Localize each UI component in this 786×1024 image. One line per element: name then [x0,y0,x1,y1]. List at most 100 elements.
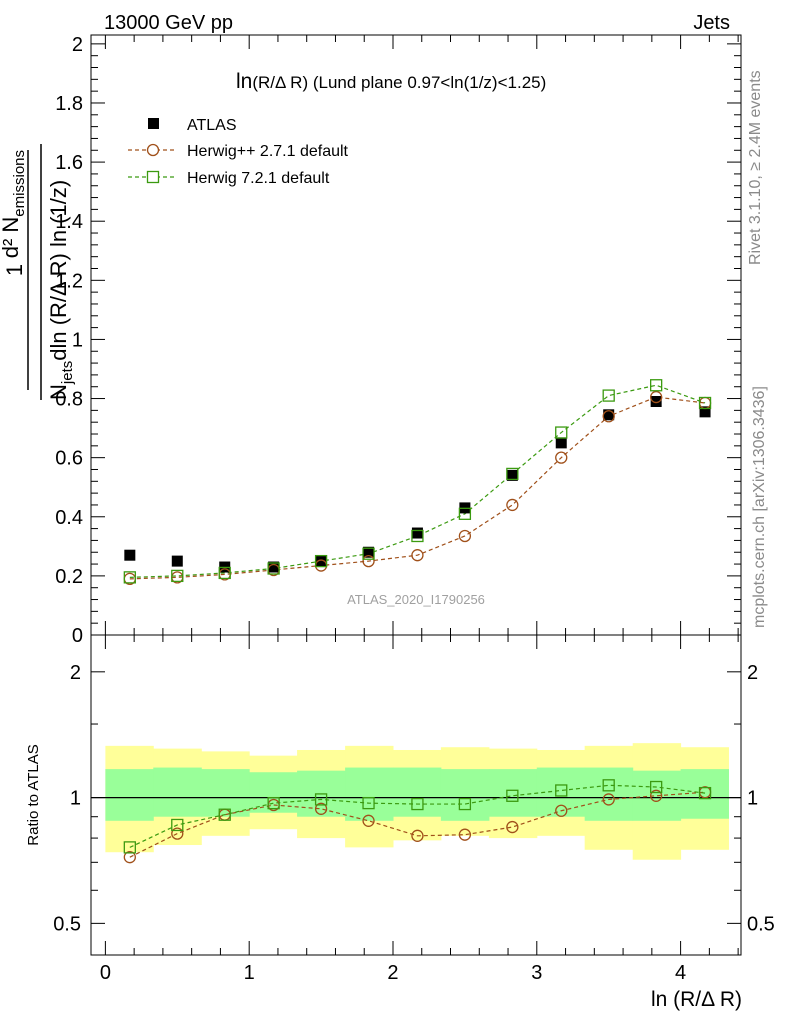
legend-marker-atlas [148,118,159,129]
data-point-series-2 [267,562,280,575]
legend-label-atlas: ATLAS [187,117,237,134]
y-tick-label: 0.6 [55,448,83,470]
series-line-1 [129,396,706,580]
uncertainty-inner-band [488,769,538,817]
ratio-point-series-1 [555,784,568,797]
uncertainty-inner-band [105,769,154,821]
data-point-series-0 [699,406,711,418]
ratio-series-line-0 [129,791,706,858]
ratio-point-series-1 [602,779,615,792]
ratio-point-series-1 [267,796,280,810]
legend: ATLAS Herwig++ 2.7.1 default Herwig 7.2.… [128,117,349,187]
x-tick-label: 3 [531,962,542,984]
data-point-series-0 [363,546,375,558]
main-series [123,379,712,585]
ratio-point-series-0 [123,851,136,864]
title-prefix: ln [236,70,252,93]
ratio-y-tick-label-right: 0.5 [747,913,775,935]
uncertainty-inner-band [632,770,682,821]
ylabel-num-main: d² N [0,217,23,259]
data-point-series-1 [362,554,375,568]
ratio-point-series-1 [314,793,328,806]
header-left: 13000 GeV pp [104,12,233,34]
ratio-point-series-1 [123,841,136,854]
y-tick-label: 0.2 [55,566,83,588]
main-y-axis-label: 1 d² Nemissions Njetsdln (R/Δ R) ln (1/z… [0,144,76,400]
ratio-y-axis: 0.5 0.5 1 1 2 2 [53,662,775,936]
data-point-series-0 [171,555,183,567]
data-point-series-2 [411,529,424,543]
y-tick-label: 1.6 [55,152,83,174]
mcplots-label: mcplots.cern.ch [arXiv:1306.3436] [751,386,768,628]
data-point-series-1 [458,529,472,543]
data-point-series-2 [171,569,184,583]
data-point-series-0 [268,561,280,573]
x-tick-label: 1 [244,962,255,984]
legend-item-herwig7: Herwig 7.2.1 default [128,170,330,187]
uncertainty-inner-band [153,767,202,817]
uncertainty-inner-band [345,767,394,821]
ratio-y-tick-label: 2 [70,662,81,684]
data-point-series-0 [124,549,136,561]
watermark: ATLAS_2020_I1790256 [347,592,485,607]
y-tick-label: 1.2 [55,270,83,292]
x-axis: 0 1 2 3 4 [100,35,739,984]
ratio-point-series-0 [555,804,568,817]
x-axis-label: ln (R/Δ R) [651,988,742,1011]
ratio-y-tick-label: 1 [70,788,81,810]
ratio-uncertainty-bands [105,743,729,860]
ylabel-numerator: d² Nemissions [0,150,28,258]
x-tick-label: 2 [387,962,398,984]
ratio-plot-frame [90,634,742,956]
ylabel-num-sub: emissions [11,150,28,217]
data-point-series-2 [555,426,568,439]
data-point-series-1 [602,410,615,423]
ratio-series-line-1 [129,784,706,848]
y-tick-label: 0 [72,625,83,647]
ylabel-frac-num: 1 [2,264,27,276]
y-tick-label: 0.8 [55,389,83,411]
ratio-point-series-0 [650,789,663,802]
ratio-point-series-0 [362,814,375,827]
y-tick-label: 1.4 [55,211,83,233]
ratio-y-tick-label-right: 1 [747,788,758,810]
legend-marker-herwig7 [146,170,160,184]
ratio-point-series-0 [602,793,615,806]
data-point-series-0 [315,555,327,567]
y-tick-label: 0.4 [55,507,83,529]
legend-label-herwig7: Herwig 7.2.1 default [187,170,330,187]
data-point-series-0 [411,527,423,539]
header-right: Jets [693,12,730,34]
data-point-series-2 [506,467,519,481]
data-point-series-2 [314,554,328,568]
main-plot-title: ln(R/Δ R) (Lund plane 0.97<ln(1/z)<1.25) [236,70,546,93]
y-tick-label: 1.8 [55,93,83,115]
data-point-series-0 [506,469,518,481]
ylabel-den-rest: dln (R/Δ R) ln (1/z) [46,180,71,361]
ratio-y-tick-label-right: 2 [747,662,758,684]
ratio-point-series-1 [218,808,231,821]
x-tick-label: 4 [675,962,686,984]
ylabel-den-main: N [46,384,71,400]
data-point-series-2 [123,571,136,584]
legend-item-herwigpp: Herwig++ 2.7.1 default [128,143,349,160]
data-point-series-0 [555,437,567,449]
data-point-series-1 [411,549,424,562]
series-line-2 [129,384,706,578]
data-point-series-2 [458,507,472,520]
ratio-point-series-1 [411,797,424,811]
ratio-point-series-1 [362,796,375,810]
main-plot: 0 0.2 0.4 0.6 0.8 1 1.2 1.4 1.6 1.8 2 ln(R/Δ R) (L… [0,34,742,647]
ylabel-den-sub: jets [59,361,76,385]
data-point-series-2 [218,566,231,580]
main-y-axis: 0 0.2 0.4 0.6 0.8 1 1.2 1.4 1.6 1.8 2 [55,34,741,647]
data-point-series-0 [603,409,615,421]
ratio-point-series-1 [458,797,472,811]
legend-item-atlas: ATLAS [148,117,237,134]
uncertainty-inner-band [392,767,442,817]
data-point-series-0 [650,396,662,408]
ylabel-denominator: Njetsdln (R/Δ R) ln (1/z) [46,180,76,400]
x-tick-label: 0 [100,962,111,984]
legend-label-herwigpp: Herwig++ 2.7.1 default [187,143,349,160]
